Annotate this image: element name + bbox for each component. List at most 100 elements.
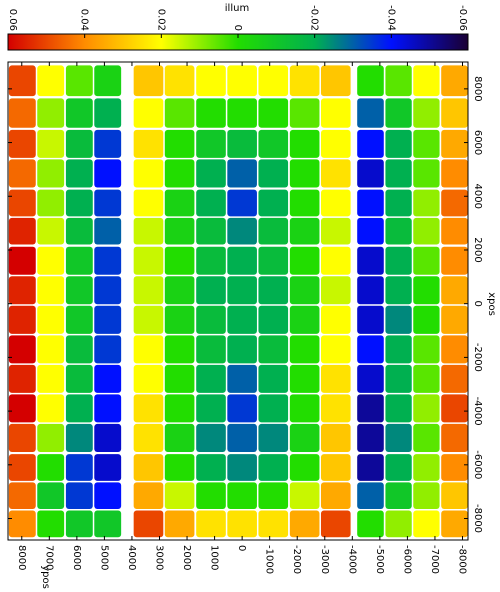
data-cell [196,510,226,538]
colorbar-tick-label: 0.04 [79,9,90,31]
data-cell [385,189,412,217]
data-cell [65,423,93,452]
x-tick-label: 6000 [472,130,483,155]
data-cell [258,189,289,217]
data-cell [320,246,351,275]
x-tick-label: 2000 [472,237,483,262]
data-cell [37,364,65,393]
data-cell [196,276,226,305]
data-cell [413,305,440,334]
y-tick-label: -3000 [319,545,330,574]
y-tick-label: 1000 [209,545,220,570]
data-cell [385,129,412,158]
data-cell [227,98,257,128]
data-cell [289,335,320,364]
data-cell [258,65,289,97]
data-cell [94,217,122,245]
data-cell [441,217,468,245]
data-cell [385,335,412,364]
data-cell [357,276,384,305]
data-cell [133,335,164,364]
data-cell [65,189,93,217]
data-cell [258,159,289,188]
data-cell [258,276,289,305]
data-cell [133,423,164,452]
data-cell [289,189,320,217]
data-cell [289,129,320,158]
data-cell [289,423,320,452]
data-cell [196,246,226,275]
data-cell [37,189,65,217]
data-cell [357,129,384,158]
data-cell [227,246,257,275]
data-cell [289,305,320,334]
data-cell [357,246,384,275]
data-cell [37,159,65,188]
data-cell [8,454,36,481]
data-cell [289,276,320,305]
data-cell [164,217,195,245]
data-cell [289,65,320,97]
data-cell [227,65,257,97]
data-cell [65,98,93,128]
data-cell [357,482,384,510]
data-cell [164,482,195,510]
data-cell [37,394,65,423]
data-cell [320,394,351,423]
data-cell [357,423,384,452]
data-cell [227,482,257,510]
data-cell [227,335,257,364]
x-tick-label: 8000 [472,76,483,101]
data-cell [289,394,320,423]
data-cell [8,510,36,538]
data-cell [94,246,122,275]
data-cell [289,98,320,128]
data-cell [258,305,289,334]
x-tick-label: 4000 [472,184,483,209]
data-cell [133,189,164,217]
data-cell [413,129,440,158]
data-cell [320,65,351,97]
data-cell [441,129,468,158]
data-cell [258,454,289,481]
data-cell [8,305,36,334]
data-cell [227,454,257,481]
data-cell [320,364,351,393]
data-cell [37,246,65,275]
y-tick-label: 3000 [153,545,164,570]
data-cell [320,129,351,158]
data-cell [94,129,122,158]
data-cell [8,335,36,364]
data-cell [65,217,93,245]
y-tick-label: 8000 [16,545,27,570]
data-cell [385,305,412,334]
data-cell [196,364,226,393]
data-cell [320,454,351,481]
data-cell [133,454,164,481]
x-tick-label: -4000 [472,397,483,426]
data-cell [196,423,226,452]
data-cell [196,454,226,481]
y-tick-label: 2000 [181,545,192,570]
data-cell [133,394,164,423]
y-tick-label: -5000 [374,545,385,574]
colorbar-label: illum [225,3,249,14]
y-tick-label: 6000 [71,545,82,570]
data-cell [8,129,36,158]
data-cell [320,276,351,305]
y-tick-label: 0 [236,545,247,551]
data-cell [133,364,164,393]
data-cell [441,482,468,510]
data-cell [441,510,468,538]
data-cell [227,189,257,217]
data-cell [385,217,412,245]
data-cell [357,189,384,217]
data-cell [65,65,93,97]
data-cell [196,335,226,364]
data-cell [164,65,195,97]
data-cell [196,189,226,217]
data-cell [65,305,93,334]
data-cell [258,246,289,275]
data-cell [94,364,122,393]
